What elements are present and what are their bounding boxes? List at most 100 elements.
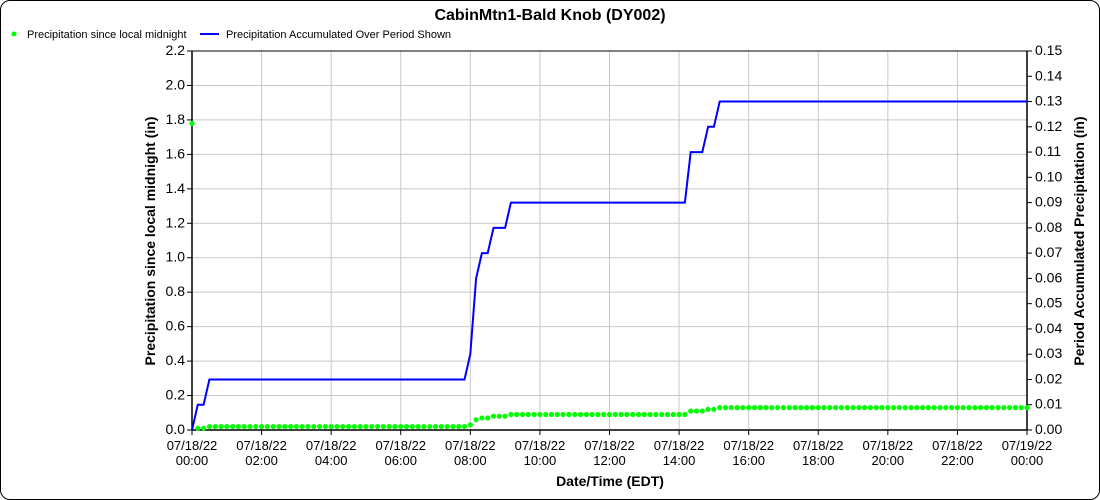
data-point-since-midnight [519,411,526,418]
data-point-since-midnight [711,406,717,412]
y2-tick-label: 0.14 [1035,67,1062,83]
data-point-since-midnight [873,405,879,411]
data-point-since-midnight [630,411,636,418]
x-tick-label-time: 00:00 [176,453,209,468]
y2-tick-label: 0.09 [1035,194,1062,210]
data-point-since-midnight [693,408,700,414]
chart-title: CabinMtn1-Bald Knob (DY002) [434,7,665,24]
x-tick-label-time: 20:00 [872,453,905,468]
data-point-since-midnight [415,423,421,430]
data-point-since-midnight [769,405,775,411]
data-point-since-midnight [577,411,584,418]
y-tick-label: 2.2 [166,42,186,58]
data-point-since-midnight [856,405,862,411]
data-point-since-midnight [200,425,207,431]
legend-label-since-midnight: Precipitation since local midnight [27,29,187,41]
x-tick-label-date: 07/18/22 [863,438,914,453]
y-tick-label: 0.6 [166,318,186,334]
data-point-since-midnight [786,405,792,411]
y2-tick-label: 0.06 [1035,269,1062,285]
y-tick-label: 1.6 [166,145,186,161]
data-point-since-midnight [618,411,624,418]
x-tick-label-time: 14:00 [663,453,696,468]
data-point-since-midnight [775,405,781,411]
y-tick-label: 1.2 [166,214,186,230]
data-point-since-midnight [595,411,601,418]
x-tick-label-time: 04:00 [315,453,348,468]
data-point-since-midnight [995,405,1001,411]
x-tick-label-time: 00:00 [1011,453,1044,468]
data-point-since-midnight [908,405,914,411]
data-point-since-midnight [624,411,630,418]
data-point-since-midnight [1007,405,1013,411]
data-point-since-midnight [345,423,352,430]
axes: 07/18/2200:0007/18/2202:0007/18/2204:000… [166,42,1063,468]
data-point-since-midnight [989,405,995,411]
data-point-since-midnight [728,405,734,411]
x-tick-label-date: 07/18/22 [584,438,635,453]
x-tick-label-date: 07/19/22 [1002,438,1053,453]
data-point-since-midnight [456,423,462,430]
data-point-since-midnight [885,405,891,411]
legend: Precipitation since local midnight Preci… [11,29,451,41]
grid [191,50,1028,431]
data-point-since-midnight [316,423,323,430]
data-point-since-midnight [659,411,665,418]
data-point-since-midnight [914,405,920,411]
data-point-since-midnight [1024,405,1030,411]
y2-tick-label: 0.01 [1035,396,1062,412]
data-point-since-midnight [1018,405,1024,411]
data-point-since-midnight [722,405,729,411]
data-point-since-midnight [241,423,247,430]
data-point-since-midnight [670,411,676,418]
data-point-since-midnight [276,423,282,430]
data-point-since-midnight [746,405,752,411]
data-point-since-midnight [1001,405,1007,411]
y2-tick-label: 0.04 [1035,320,1062,336]
x-tick-label-time: 18:00 [802,453,835,468]
x-tick-label-date: 07/18/22 [793,438,844,453]
data-point-since-midnight [1012,405,1019,411]
data-point-since-midnight [572,411,578,418]
data-point-since-midnight [699,408,705,414]
data-point-since-midnight [862,405,868,411]
data-point-since-midnight [891,405,897,411]
data-point-since-midnight [664,411,671,418]
data-point-since-midnight [647,411,653,418]
data-point-since-midnight [641,411,647,418]
data-point-since-midnight [937,405,943,411]
data-point-since-midnight [340,423,346,430]
data-point-since-midnight [821,405,827,411]
data-point-since-midnight [827,405,833,411]
data-point-since-midnight [258,423,265,430]
data-point-since-midnight [983,405,990,411]
data-point-since-midnight [653,411,659,418]
series-line-accumulated [191,100,1027,431]
data-point-since-midnight [224,423,230,430]
data-point-since-midnight [566,411,572,418]
data-point-since-midnight [717,405,723,411]
data-point-since-midnight [282,423,288,430]
data-point-since-midnight [925,405,932,411]
y-axis-title: Precipitation since local midnight (in) [142,117,158,366]
data-point-since-midnight [479,415,485,421]
data-point-since-midnight [467,422,473,428]
data-point-since-midnight [270,423,276,430]
data-point-since-midnight [525,411,531,418]
x-tick-label-date: 07/18/22 [654,438,705,453]
data-point-since-midnight [757,405,763,411]
data-point-since-midnight [253,423,259,430]
y2-axis-title: Period Accumulated Precipitation (in) [1071,116,1087,365]
data-point-since-midnight [943,405,949,411]
data-point-since-midnight [490,413,497,419]
data-point-since-midnight [444,423,450,430]
data-point-since-midnight [334,423,340,430]
y-tick-label: 1.4 [166,180,186,196]
data-point-since-midnight [815,405,821,411]
x-tick-label-time: 12:00 [593,453,626,468]
x-tick-label-time: 06:00 [384,453,417,468]
data-point-since-midnight [206,423,212,430]
data-point-since-midnight [328,423,334,430]
data-point-since-midnight [293,423,299,430]
